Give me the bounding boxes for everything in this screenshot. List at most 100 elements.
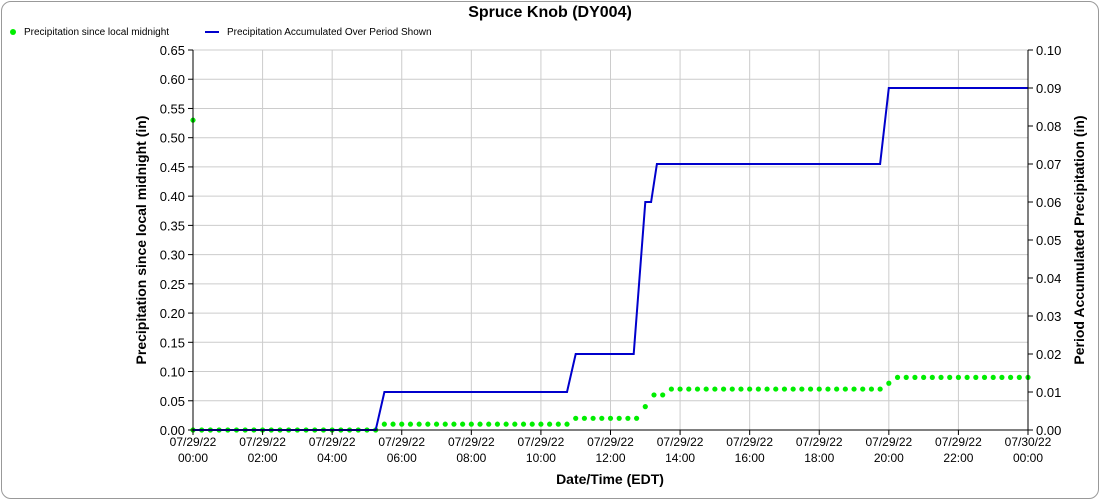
x-tick-label-time: 00:00 bbox=[1013, 451, 1043, 465]
x-tick-label-time: 00:00 bbox=[178, 451, 208, 465]
midnight-precip-point bbox=[747, 386, 753, 392]
x-tick-label-time: 04:00 bbox=[317, 451, 347, 465]
midnight-precip-point bbox=[886, 380, 892, 386]
midnight-precip-point bbox=[442, 421, 448, 427]
y-tick-label-left: 0.35 bbox=[160, 218, 185, 233]
midnight-precip-point bbox=[912, 374, 918, 380]
x-tick-label-date: 07/29/22 bbox=[587, 435, 634, 449]
x-tick-label-time: 14:00 bbox=[665, 451, 695, 465]
midnight-precip-point bbox=[825, 386, 831, 392]
x-tick-label-time: 02:00 bbox=[248, 451, 278, 465]
chart-title: Spruce Knob (DY004) bbox=[468, 4, 632, 21]
x-tick-label-date: 07/29/22 bbox=[657, 435, 704, 449]
midnight-precip-point bbox=[433, 421, 440, 427]
midnight-precip-point bbox=[520, 421, 527, 427]
midnight-precip-point bbox=[816, 386, 822, 392]
x-tick-label-time: 08:00 bbox=[456, 451, 486, 465]
y-tick-label-right: 0.07 bbox=[1036, 157, 1061, 172]
x-tick-label-time: 18:00 bbox=[804, 451, 834, 465]
midnight-precip-point bbox=[807, 386, 814, 392]
midnight-precip-point bbox=[468, 421, 474, 427]
y-tick-label-left: 0.45 bbox=[160, 160, 185, 175]
midnight-precip-point bbox=[538, 421, 544, 427]
midnight-precip-point bbox=[460, 421, 466, 427]
legend-item-accumulated: Precipitation Accumulated Over Period Sh… bbox=[205, 27, 432, 38]
midnight-precip-point bbox=[573, 415, 579, 421]
grid-lines bbox=[192, 49, 1029, 431]
y-tick-label-right: 0.01 bbox=[1036, 385, 1061, 400]
y-tick-label-right: 0.10 bbox=[1036, 43, 1061, 58]
midnight-precip-point bbox=[512, 421, 518, 427]
tick-labels: 0.00 0.05 0.10 0.15 0.20 0.25 0.30 0.35 0.40 0.45… bbox=[160, 43, 1062, 465]
midnight-precip-point bbox=[773, 386, 779, 392]
midnight-precip-point bbox=[381, 421, 387, 427]
midnight-precip-point bbox=[642, 404, 648, 410]
midnight-precip-point bbox=[781, 386, 788, 392]
midnight-precip-point bbox=[651, 392, 657, 398]
midnight-precip-point bbox=[633, 415, 640, 421]
y-tick-label-left: 0.15 bbox=[160, 335, 185, 350]
midnight-precip-point bbox=[625, 415, 631, 421]
x-tick-label-date: 07/29/22 bbox=[170, 435, 217, 449]
midnight-precip-point bbox=[999, 374, 1005, 380]
midnight-precip-point bbox=[694, 386, 701, 392]
x-tick-label-date: 07/29/22 bbox=[448, 435, 495, 449]
x-tick-label-time: 20:00 bbox=[874, 451, 904, 465]
midnight-precip-point bbox=[1008, 374, 1014, 380]
midnight-precip-point bbox=[990, 374, 996, 380]
x-tick-label-date: 07/29/22 bbox=[378, 435, 425, 449]
legend-label-accumulated: Precipitation Accumulated Over Period Sh… bbox=[227, 27, 432, 38]
midnight-precip-point bbox=[973, 374, 979, 380]
midnight-precip-point bbox=[738, 386, 744, 392]
midnight-precip-point bbox=[677, 386, 683, 392]
x-tick-label-date: 07/29/22 bbox=[865, 435, 912, 449]
midnight-precip-point bbox=[503, 421, 509, 427]
series-accumulated-line bbox=[193, 87, 1028, 431]
midnight-precip-point bbox=[451, 421, 457, 427]
midnight-precip-point bbox=[938, 374, 944, 380]
y-axis-label-left: Precipitation since local midnight (in) bbox=[133, 116, 149, 365]
y-axis-label-right: Period Accumulated Precipitation (in) bbox=[1071, 115, 1087, 364]
midnight-precip-point bbox=[903, 374, 909, 380]
midnight-precip-point bbox=[947, 374, 953, 380]
y-tick-label-left: 0.05 bbox=[160, 394, 185, 409]
midnight-precip-point bbox=[486, 421, 492, 427]
y-tick-label-left: 0.20 bbox=[160, 306, 185, 321]
midnight-precip-point bbox=[390, 421, 396, 427]
axes bbox=[188, 49, 1033, 435]
x-tick-label-time: 12:00 bbox=[595, 451, 625, 465]
midnight-precip-point bbox=[712, 386, 718, 392]
y-tick-label-right: 0.04 bbox=[1036, 271, 1061, 286]
x-tick-label-time: 06:00 bbox=[387, 451, 417, 465]
midnight-precip-point bbox=[416, 421, 422, 427]
x-tick-label-time: 10:00 bbox=[526, 451, 556, 465]
midnight-precip-point bbox=[851, 386, 857, 392]
midnight-precip-point bbox=[555, 421, 561, 427]
midnight-precip-point bbox=[955, 374, 962, 380]
y-tick-label-left: 0.10 bbox=[160, 365, 185, 380]
x-tick-label-date: 07/30/22 bbox=[1005, 435, 1052, 449]
midnight-precip-point bbox=[494, 421, 501, 427]
x-tick-label-time: 16:00 bbox=[735, 451, 765, 465]
legend-dot-marker bbox=[10, 29, 16, 36]
x-tick-label-date: 07/29/22 bbox=[935, 435, 982, 449]
midnight-precip-point bbox=[755, 386, 761, 392]
midnight-precip-point bbox=[799, 386, 805, 392]
midnight-precip-point bbox=[929, 374, 935, 380]
y-tick-label-right: 0.02 bbox=[1036, 347, 1061, 362]
y-tick-label-right: 0.03 bbox=[1036, 309, 1061, 324]
midnight-precip-point bbox=[581, 415, 588, 421]
legend-line-marker bbox=[205, 31, 219, 34]
midnight-precip-point bbox=[590, 415, 596, 421]
midnight-precip-point bbox=[686, 386, 692, 392]
midnight-precip-point bbox=[921, 374, 927, 380]
midnight-precip-point bbox=[860, 386, 866, 392]
midnight-precip-point bbox=[720, 386, 727, 392]
midnight-precip-point bbox=[703, 386, 709, 392]
y-tick-label-left: 0.50 bbox=[160, 131, 185, 146]
x-tick-label-date: 07/29/22 bbox=[518, 435, 565, 449]
midnight-precip-point bbox=[668, 386, 674, 392]
midnight-precip-point bbox=[547, 421, 553, 427]
y-tick-label-right: 0.05 bbox=[1036, 233, 1061, 248]
